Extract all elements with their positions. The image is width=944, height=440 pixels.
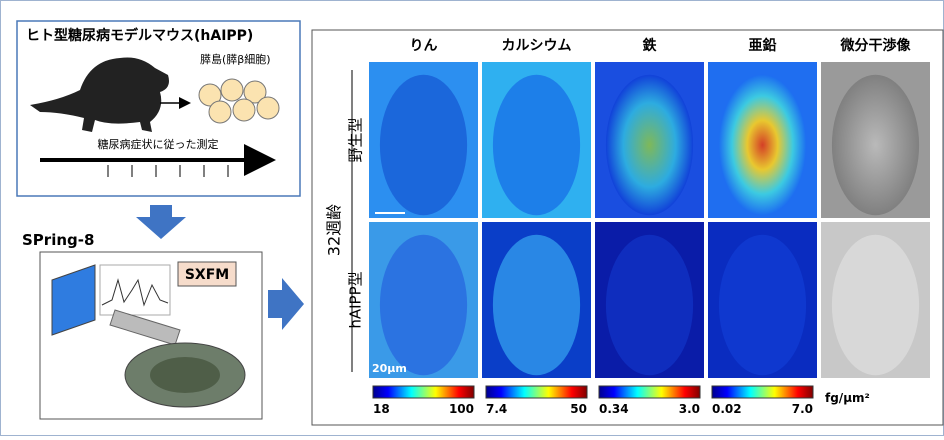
spectrum bbox=[100, 265, 170, 315]
column-header: りん bbox=[410, 38, 438, 54]
colorbar-max: 7.0 bbox=[792, 402, 813, 416]
row-label: 野生型 bbox=[347, 117, 365, 162]
ring-center bbox=[150, 357, 220, 393]
image-region bbox=[380, 75, 467, 215]
sxfm-box: SXFM bbox=[40, 252, 262, 419]
scale-bar-label: 20μm bbox=[372, 362, 407, 375]
colorbar-min: 0.02 bbox=[712, 402, 742, 416]
colorbar-max: 50 bbox=[570, 402, 587, 416]
image-region bbox=[380, 235, 467, 375]
age-label: 32週齢 bbox=[325, 204, 344, 256]
islet-label: 膵島(膵β細胞) bbox=[200, 52, 271, 66]
colorbar bbox=[486, 386, 587, 398]
image-region bbox=[832, 235, 919, 375]
colorbar-max: 100 bbox=[449, 402, 474, 416]
colorbar bbox=[373, 386, 474, 398]
image-region bbox=[493, 235, 580, 375]
timeline-label: 糖尿病症状に従った測定 bbox=[98, 137, 219, 151]
colorbar bbox=[712, 386, 813, 398]
colorbar bbox=[599, 386, 700, 398]
figure: ヒト型糖尿病モデルマウス(hAIPP) 膵島(膵β細胞) 糖尿病症状に従った測定… bbox=[0, 0, 944, 436]
column-header: カルシウム bbox=[502, 38, 572, 54]
colorbar-min: 7.4 bbox=[486, 402, 507, 416]
colorbar-max: 3.0 bbox=[679, 402, 700, 416]
image-region bbox=[493, 75, 580, 215]
mouse-box: ヒト型糖尿病モデルマウス(hAIPP) 膵島(膵β細胞) 糖尿病症状に従った測定 bbox=[17, 21, 300, 196]
image-region bbox=[719, 235, 806, 375]
image-region bbox=[606, 235, 693, 375]
column-header: 鉄 bbox=[643, 37, 658, 54]
colorbar-min: 18 bbox=[373, 402, 390, 416]
image-region bbox=[719, 75, 806, 215]
title: ヒト型糖尿病モデルマウス(hAIPP) bbox=[26, 27, 253, 44]
column-header: 微分干渉像 bbox=[840, 37, 912, 54]
colorbar-min: 0.34 bbox=[599, 402, 629, 416]
unit: fg/μm² bbox=[825, 391, 870, 405]
row-label: hAIPP型 bbox=[347, 271, 365, 328]
sxfm-label: SXFM bbox=[185, 267, 229, 283]
image-region bbox=[606, 75, 693, 215]
column-header: 亜鉛 bbox=[749, 37, 777, 54]
facility: SPring-8 bbox=[22, 231, 94, 249]
image-region bbox=[832, 75, 919, 215]
